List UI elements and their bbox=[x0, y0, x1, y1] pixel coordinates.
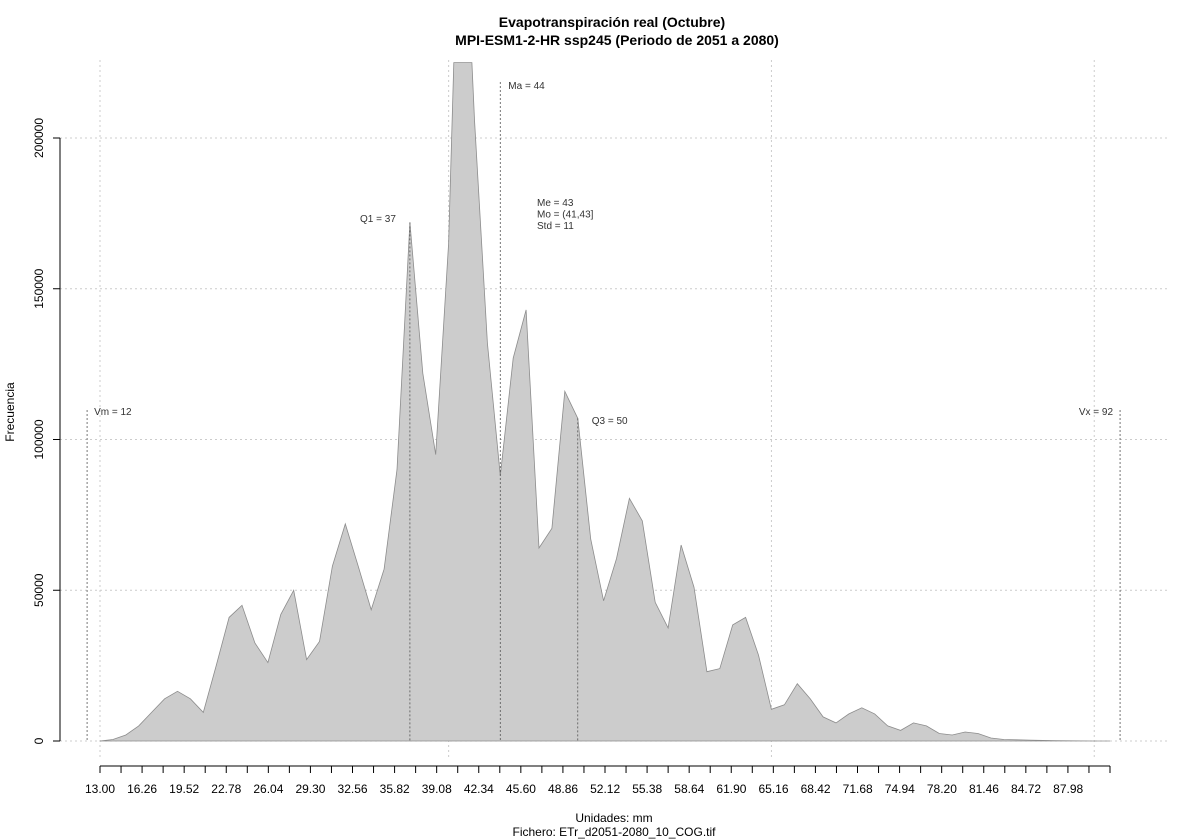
x-tick-label: 87.98 bbox=[1053, 782, 1083, 796]
annotation-label: Q3 = 50 bbox=[592, 416, 628, 427]
x-tick-label: 19.52 bbox=[169, 782, 199, 796]
y-tick-label: 150000 bbox=[32, 268, 46, 308]
frequency-area bbox=[99, 62, 1110, 742]
chart-subtitle: MPI-ESM1-2-HR ssp245 (Periodo de 2051 a … bbox=[455, 32, 779, 48]
x-tick-label: 26.04 bbox=[253, 782, 283, 796]
x-tick-label: 42.34 bbox=[464, 782, 494, 796]
frequency-area-series bbox=[99, 62, 1110, 742]
x-tick-label: 52.12 bbox=[590, 782, 620, 796]
stat-label: Me = 43 bbox=[537, 198, 574, 209]
x-tick-label: 13.00 bbox=[85, 782, 115, 796]
x-tick-label: 55.38 bbox=[632, 782, 662, 796]
x-tick-label: 65.16 bbox=[758, 782, 788, 796]
x-tick-label: 81.46 bbox=[969, 782, 999, 796]
x-tick-label: 35.82 bbox=[380, 782, 410, 796]
x-tick-label: 39.08 bbox=[422, 782, 452, 796]
x-tick-label: 78.20 bbox=[927, 782, 957, 796]
x-tick-label: 45.60 bbox=[506, 782, 536, 796]
x-tick-label: 74.94 bbox=[885, 782, 915, 796]
x-tick-label: 84.72 bbox=[1011, 782, 1041, 796]
x-tick-label: 61.90 bbox=[716, 782, 746, 796]
annotation-lines: Vm = 12 Q1 = 37 Ma = 44 Q3 = 50 Vx = 92 bbox=[86, 81, 1121, 741]
annotation-label: Vx = 92 bbox=[1079, 407, 1114, 418]
annotation-label: Ma = 44 bbox=[508, 81, 545, 92]
chart-title: Evapotranspiración real (Octubre) bbox=[499, 14, 725, 30]
x-axis-label: Unidades: mm bbox=[575, 811, 652, 825]
x-tick-label: 71.68 bbox=[843, 782, 873, 796]
x-tick-label: 58.64 bbox=[674, 782, 704, 796]
x-tick-label: 22.78 bbox=[211, 782, 241, 796]
x-tick-label: 68.42 bbox=[801, 782, 831, 796]
y-axis-label: Frecuencia bbox=[3, 382, 17, 442]
x-axis: 13.00 16.26 19.52 22.78 26.04 29.30 32.56 35.82… bbox=[85, 765, 1111, 796]
x-tick-label: 32.56 bbox=[338, 782, 368, 796]
y-tick-label: 50000 bbox=[32, 573, 46, 607]
y-tick-label: 100000 bbox=[32, 419, 46, 459]
caption: Fichero: ETr_d2051-2080_10_COG.tif bbox=[513, 825, 717, 839]
stat-label: Std = 11 bbox=[537, 221, 574, 232]
x-tick-label: 48.86 bbox=[548, 782, 578, 796]
y-axis: 0 50000 100000 150000 200000 bbox=[32, 118, 61, 744]
annotation-label: Vm = 12 bbox=[94, 407, 132, 418]
x-tick-label: 16.26 bbox=[127, 782, 157, 796]
annotation-label: Q1 = 37 bbox=[360, 214, 396, 225]
x-tick-label: 29.30 bbox=[295, 782, 325, 796]
stat-label: Mo = (41,43] bbox=[537, 210, 594, 221]
y-tick-label: 200000 bbox=[32, 118, 46, 158]
y-tick-label: 0 bbox=[32, 737, 46, 744]
